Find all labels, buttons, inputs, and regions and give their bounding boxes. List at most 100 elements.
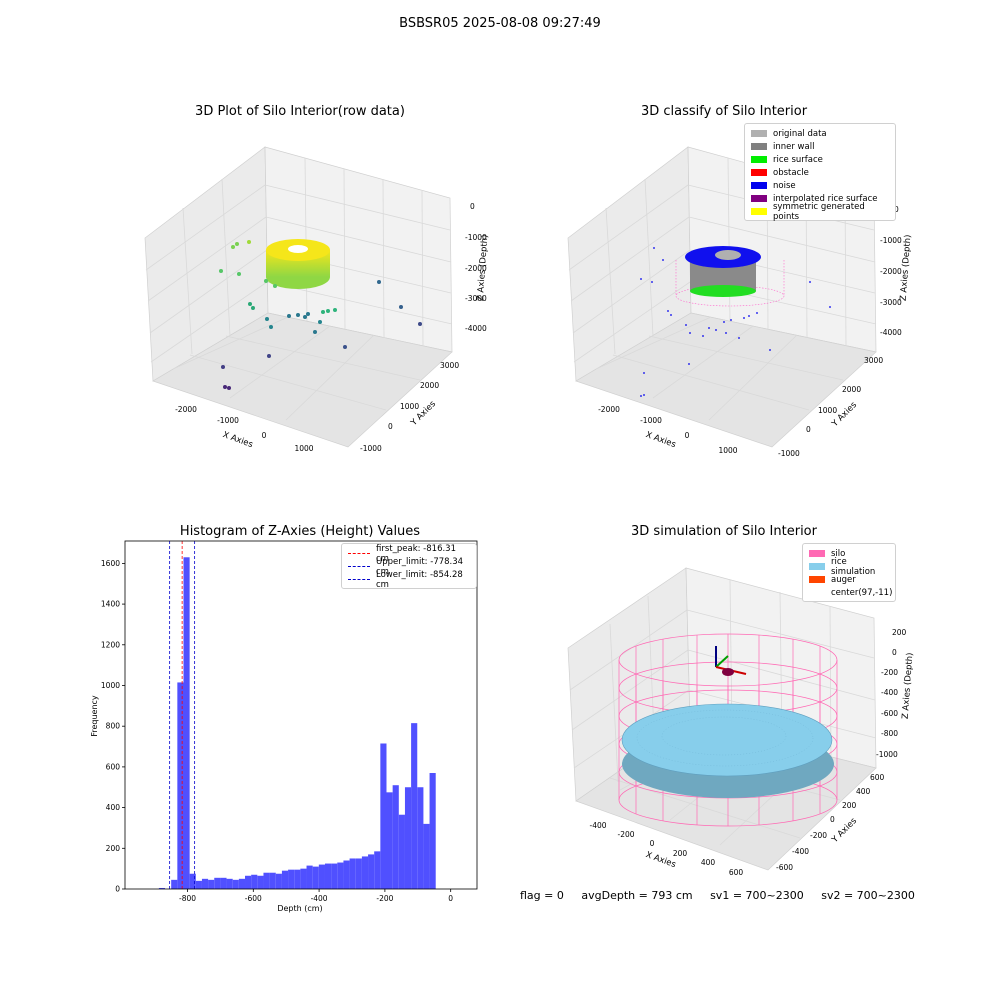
histogram-legend: first_peak: -816.31 cm Upper_limit: -778… bbox=[341, 543, 477, 590]
raw-z-label: Z Axies (Depth) bbox=[476, 234, 491, 301]
histogram-bar bbox=[404, 787, 412, 889]
raw-point-cloud bbox=[219, 239, 422, 390]
raw-data-point bbox=[223, 385, 227, 389]
histogram-y-tick-label: 1200 bbox=[101, 640, 120, 649]
histogram-bar bbox=[423, 823, 430, 889]
classify-z-tick: 0 bbox=[894, 205, 899, 214]
histogram-bars bbox=[158, 557, 436, 889]
raw-y-tick: -1000 bbox=[360, 444, 382, 453]
simulation-x-tick: 600 bbox=[729, 868, 744, 877]
histogram-bar bbox=[275, 873, 282, 889]
legend-label: obstacle bbox=[773, 167, 809, 178]
raw-y-tick: 0 bbox=[388, 422, 393, 431]
raw-x-tick: 0 bbox=[262, 431, 267, 440]
histogram-bar bbox=[343, 860, 350, 889]
raw-data-point bbox=[221, 365, 225, 369]
flag-readout: flag = 0 bbox=[520, 889, 564, 902]
raw-data-point bbox=[287, 314, 291, 318]
raw-data-point bbox=[321, 310, 325, 314]
noise-point bbox=[702, 335, 704, 337]
histogram-bar bbox=[374, 851, 381, 889]
histogram-bar bbox=[324, 863, 332, 889]
raw-z-tick: -1000 bbox=[465, 233, 487, 242]
simulation-x-tick: -400 bbox=[589, 821, 606, 830]
classify-y-tick: 0 bbox=[806, 425, 811, 434]
histogram-bar bbox=[177, 682, 184, 889]
noise-point bbox=[640, 395, 642, 397]
simulation-y-tick: -200 bbox=[810, 831, 827, 840]
simulation-plot-title: 3D simulation of Silo Interior bbox=[631, 524, 817, 539]
histogram-bar bbox=[171, 879, 178, 889]
histogram-y-tick-label: 1400 bbox=[101, 600, 120, 609]
noise-point bbox=[738, 337, 740, 339]
raw-x-tick: 1000 bbox=[294, 444, 313, 453]
noise-point bbox=[730, 319, 732, 321]
sv1-readout: sv1 = 700~2300 bbox=[710, 889, 804, 902]
raw-3d-panes bbox=[144, 146, 453, 448]
legend-label: rice surface bbox=[773, 154, 823, 165]
histogram-y-tick-label: 400 bbox=[106, 803, 121, 812]
simulation-x-tick: 200 bbox=[673, 849, 688, 858]
classify-x-tick: -2000 bbox=[598, 405, 620, 414]
raw-data-point bbox=[235, 242, 239, 246]
legend-label: Lower_limit: -854.28 cm bbox=[376, 569, 463, 590]
simulation-z-tick: 0 bbox=[892, 648, 897, 657]
legend-label: interpolated rice surface bbox=[773, 193, 878, 204]
histogram-bar bbox=[201, 878, 209, 889]
raw-data-point bbox=[273, 284, 277, 288]
histogram-axes: -800 -600 -400 -200 0 0 200 400 600 800 1000 1200 14… bbox=[101, 540, 478, 903]
raw-data-point bbox=[237, 272, 241, 276]
legend-swatch bbox=[751, 143, 767, 150]
simulation-y-tick: 0 bbox=[830, 815, 835, 824]
raw-data-point bbox=[377, 280, 381, 284]
histogram-bar bbox=[257, 875, 264, 889]
histogram-y-tick-label: 1000 bbox=[101, 681, 120, 690]
classify-y-tick: 1000 bbox=[818, 406, 837, 415]
histogram-bar bbox=[318, 864, 325, 889]
simulation-z-tick: -800 bbox=[881, 729, 898, 738]
histogram-y-label: Frequency bbox=[90, 695, 99, 737]
noise-point bbox=[662, 259, 664, 261]
classify-x-tick: 0 bbox=[685, 431, 690, 440]
noise-point bbox=[715, 329, 717, 331]
histogram-y-tick-label: 800 bbox=[106, 722, 121, 731]
histogram-bar bbox=[411, 723, 418, 889]
legend-entry-original-data: original data bbox=[751, 127, 889, 140]
raw-z-tick: -3000 bbox=[465, 294, 487, 303]
avg-depth-readout: avgDepth = 793 cm bbox=[581, 889, 693, 902]
histogram-bar bbox=[312, 866, 319, 889]
raw-data-point bbox=[265, 317, 269, 321]
raw-data-point bbox=[269, 325, 273, 329]
classify-y-tick: 2000 bbox=[842, 385, 861, 394]
legend-entry-symmetric-generated-points: symmetric generated points bbox=[751, 202, 889, 222]
simulation-y-tick: 600 bbox=[870, 773, 885, 782]
rice-simulation-surface bbox=[621, 703, 834, 798]
legend-entry-rice-surface: rice surface bbox=[751, 153, 889, 166]
classify-x-tick: -1000 bbox=[640, 416, 662, 425]
histogram-bar bbox=[226, 878, 233, 889]
raw-data-point bbox=[296, 313, 300, 317]
histogram-bar bbox=[392, 785, 399, 889]
legend-entry-obstacle: obstacle bbox=[751, 166, 889, 179]
histogram-bar bbox=[337, 862, 344, 889]
histogram-bar bbox=[429, 773, 436, 889]
raw-z-tick: -2000 bbox=[465, 264, 487, 273]
legend-swatch bbox=[751, 208, 767, 215]
raw-data-point bbox=[333, 308, 337, 312]
raw-data-point bbox=[248, 302, 252, 306]
noise-point bbox=[748, 315, 750, 317]
noise-point bbox=[670, 314, 672, 316]
noise-point bbox=[643, 372, 645, 374]
noise-point bbox=[643, 394, 645, 396]
raw-data-point bbox=[231, 245, 235, 249]
classify-y-tick: -1000 bbox=[778, 449, 800, 458]
legend-swatch bbox=[751, 156, 767, 163]
legend-label: auger bbox=[831, 574, 856, 585]
legend-line-swatch bbox=[348, 579, 370, 580]
raw-data-point bbox=[399, 305, 403, 309]
histogram-bar bbox=[263, 872, 270, 889]
legend-swatch bbox=[751, 169, 767, 176]
histogram-bar bbox=[380, 743, 387, 889]
histogram-bar bbox=[251, 874, 258, 889]
raw-x-tick: -1000 bbox=[217, 416, 239, 425]
